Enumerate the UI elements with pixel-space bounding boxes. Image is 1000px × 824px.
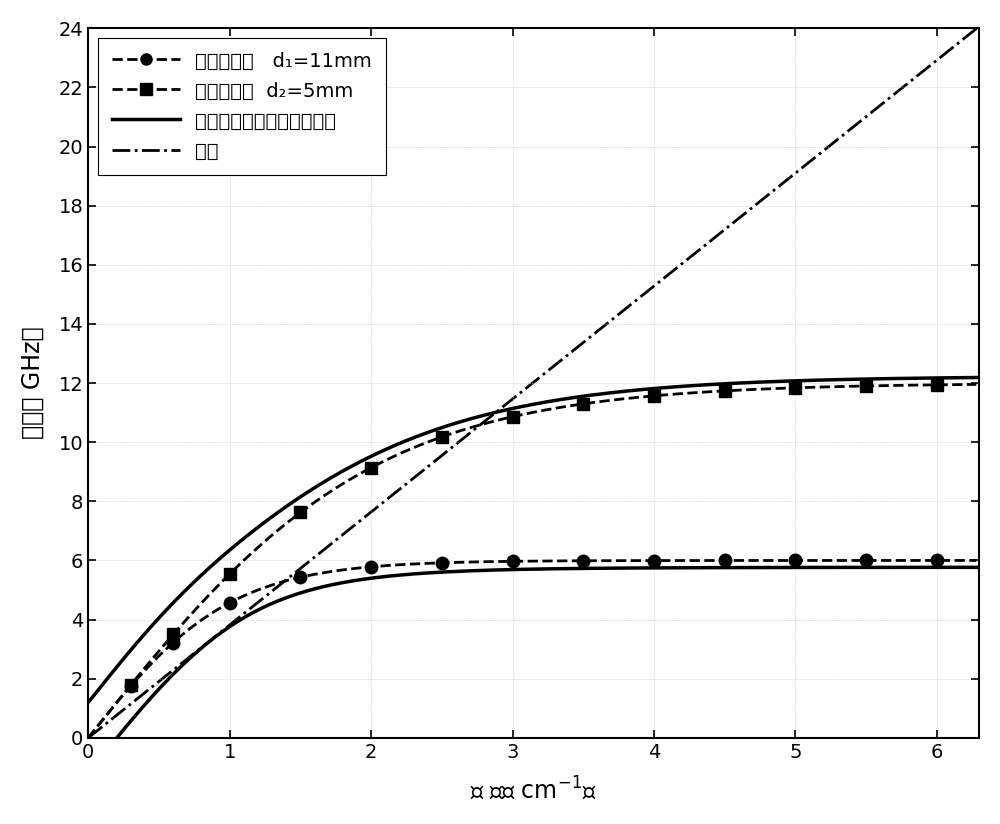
Y-axis label: 频率（ GHz）: 频率（ GHz） — [21, 327, 45, 439]
Legend: 单周期结构   d₁=11mm, 单周期结构  d₂=5mm, 复合周期结构中的混合模式, 光线: 单周期结构 d₁=11mm, 单周期结构 d₂=5mm, 复合周期结构中的混合模… — [98, 38, 386, 175]
X-axis label: 波 数（ cm$^{-1}$）: 波 数（ cm$^{-1}$） — [470, 775, 597, 803]
